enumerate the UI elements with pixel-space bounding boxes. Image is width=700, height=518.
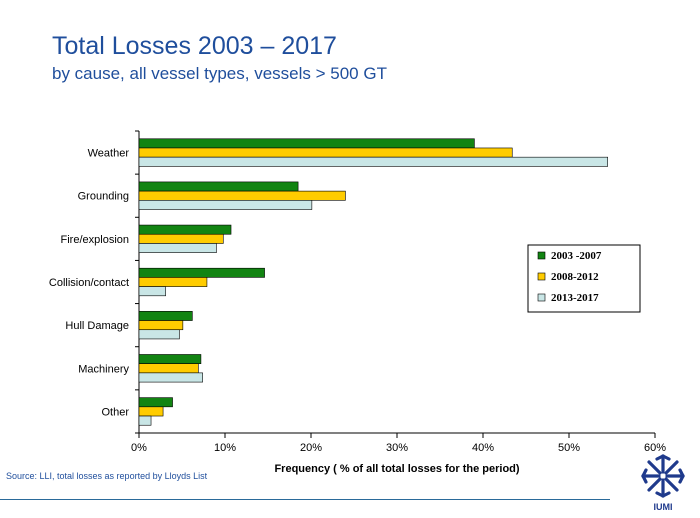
bar	[138, 320, 184, 331]
y-tick-label: Fire/explosion	[61, 234, 129, 246]
chart-title: Total Losses 2003 – 2017	[52, 32, 337, 60]
y-tick-label: Grounding	[78, 191, 129, 203]
legend-label: 2008-2012	[551, 271, 599, 283]
y-tick-label: Weather	[88, 148, 130, 160]
y-tick-label: Hull Damage	[65, 320, 129, 332]
y-tick-label: Collision/contact	[49, 277, 129, 289]
bar	[138, 200, 313, 210]
bar	[138, 363, 199, 374]
bar	[138, 311, 193, 321]
legend-swatch	[537, 293, 546, 302]
bar	[138, 415, 152, 426]
bar	[138, 190, 346, 201]
bar	[138, 286, 166, 297]
x-tick-label: 60%	[644, 442, 666, 454]
bar	[138, 277, 208, 287]
x-tick-label: 40%	[472, 442, 494, 454]
bar	[138, 267, 265, 278]
bar	[138, 243, 217, 253]
footer-divider	[0, 499, 610, 500]
bar	[138, 138, 475, 149]
bar	[138, 147, 513, 158]
bar	[138, 406, 164, 417]
x-tick-label: 50%	[558, 442, 580, 454]
x-axis-label: Frequency ( % of all total losses for th…	[274, 463, 519, 475]
legend-label: 2003 -2007	[551, 250, 602, 262]
y-tick-label: Machinery	[78, 363, 129, 375]
bar	[138, 329, 180, 340]
bar	[138, 372, 203, 383]
bar	[138, 224, 232, 235]
legend-swatch	[537, 251, 546, 260]
logo-icon	[641, 454, 685, 498]
legend-swatch	[537, 272, 546, 281]
y-tick-label: Other	[101, 406, 129, 418]
x-tick-label: 0%	[131, 442, 147, 454]
source-note: Source: LLI, total losses as reported by…	[6, 471, 208, 481]
legend-label: 2013-2017	[551, 292, 599, 304]
x-tick-label: 10%	[214, 442, 236, 454]
logo-text: IUMI	[653, 502, 673, 512]
x-tick-label: 20%	[300, 442, 322, 454]
legend-box	[527, 244, 641, 313]
bar	[138, 156, 609, 167]
chart-subtitle: by cause, all vessel types, vessels > 50…	[52, 64, 387, 83]
bar	[138, 233, 224, 244]
bar	[138, 354, 202, 364]
bar	[138, 397, 173, 408]
x-tick-label: 30%	[386, 442, 408, 454]
iumi-logo: IUMI	[638, 452, 688, 512]
bar	[138, 181, 299, 192]
